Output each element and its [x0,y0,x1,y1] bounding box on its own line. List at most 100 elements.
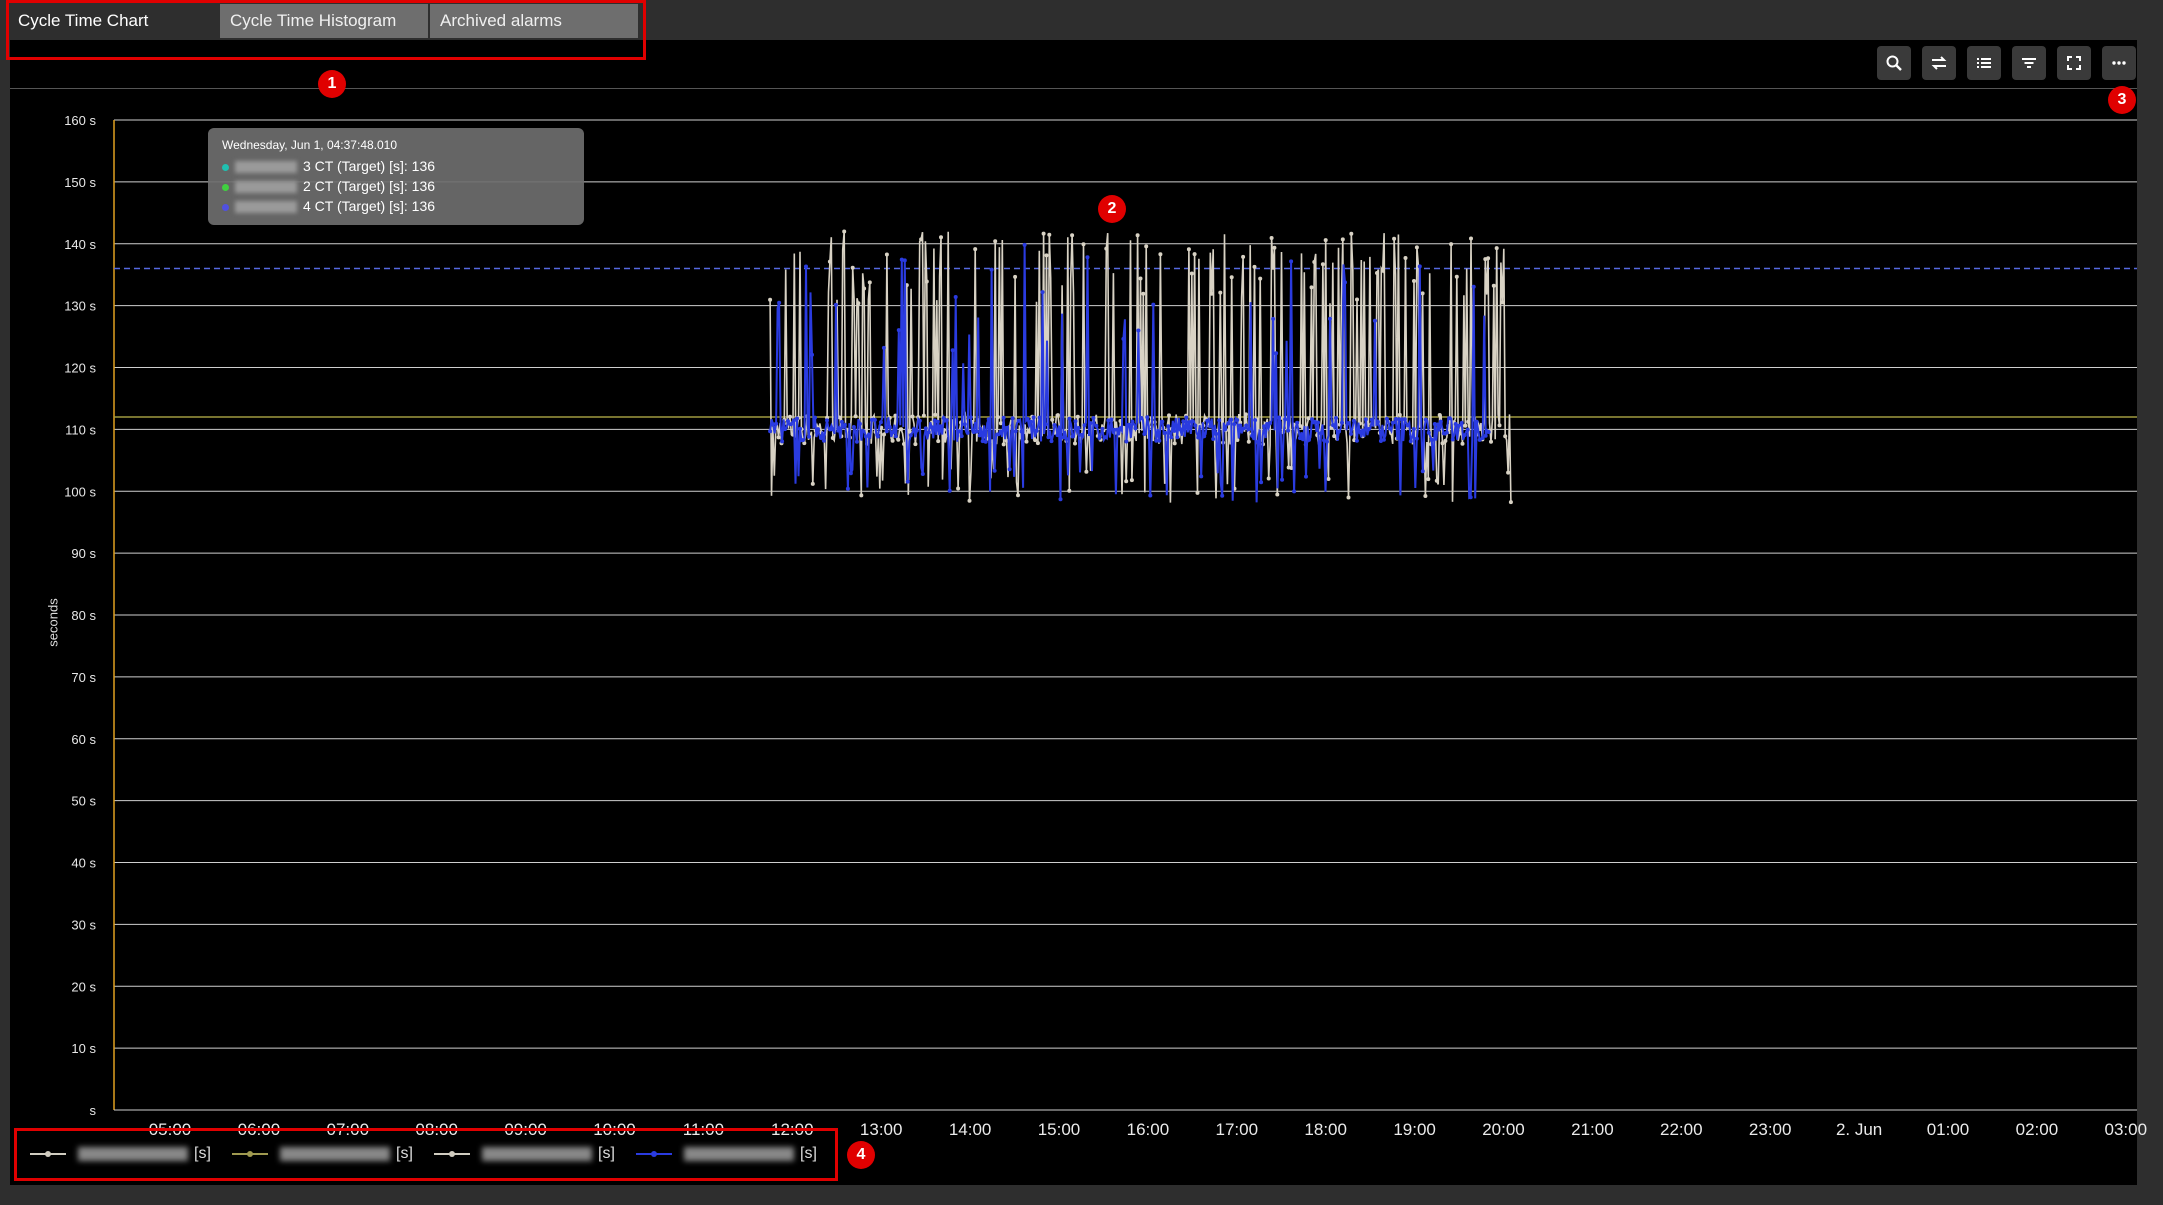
x-tick-label: 18:00 [1304,1120,1347,1139]
series-point [1277,415,1282,420]
series-point [914,428,919,433]
series-point [980,439,985,444]
series-point [1196,435,1201,440]
annotation-badge: 1 [318,70,346,98]
legend-item[interactable]: [s] [636,1136,817,1172]
blurred-text [235,201,297,214]
tooltip-row-text: 2 CT (Target) [s]: 136 [303,178,436,194]
series-point [831,427,835,432]
series-point [1184,415,1189,420]
series-point [998,429,1003,434]
series-point [1392,236,1397,241]
tab-cycle-time-histogram[interactable]: Cycle Time Histogram [220,4,428,38]
series-point [1167,413,1171,418]
y-tick-label: 30 s [71,917,96,932]
series-point [884,252,889,257]
fullscreen-button[interactable] [2057,46,2091,80]
series-point [850,265,855,270]
series-point [1019,429,1024,434]
series-point [1238,423,1243,428]
legend-line-icon [636,1151,672,1157]
series-point [839,419,844,424]
series-point [887,425,892,430]
series-point [995,432,1000,437]
series-point [1286,428,1291,433]
series-point [916,415,921,420]
series-point [1250,433,1255,438]
series-point [1022,242,1027,247]
series-point [933,412,938,417]
series-point [1050,417,1055,422]
series-point [789,422,793,427]
series-point [1414,245,1419,250]
series-point [1256,439,1261,444]
series-point [1091,416,1096,420]
series-point [896,328,901,333]
series-point [810,481,815,486]
series-point [1142,432,1147,436]
y-tick-label: 130 s [64,299,96,314]
series-point [807,434,811,439]
series-point [1205,418,1210,423]
blurred-text [280,1147,390,1161]
series-point [1259,480,1264,485]
list-button[interactable] [1967,46,2001,80]
series-point [959,434,964,439]
series-dot-icon [222,183,229,191]
series-point [1420,469,1425,474]
x-tick-label: 01:00 [1927,1120,1970,1139]
series-point [856,301,861,306]
series-point [1292,489,1297,494]
series-point [1423,417,1428,422]
series-point [798,426,802,431]
series-point [1088,421,1093,426]
x-tick-label: 13:00 [860,1120,903,1139]
tab-archived-alarms[interactable]: Archived alarms [430,4,638,38]
zoom-button[interactable] [1877,46,1911,80]
series-point [983,439,988,444]
tooltip-title: Wednesday, Jun 1, 04:37:48.010 [222,138,398,152]
series-point [1477,437,1482,442]
series-point [932,418,937,423]
series-point [777,300,782,305]
series-point [1471,284,1476,289]
legend-unit: [s] [598,1145,615,1162]
series-point [1082,423,1087,428]
series-point [1423,494,1428,498]
series-point [788,414,792,419]
tab-cycle-time-chart[interactable]: Cycle Time Chart [8,4,208,38]
series-point [1044,253,1049,258]
legend-item[interactable]: [s] [30,1136,211,1172]
series-point [1073,419,1078,424]
legend-item[interactable]: [s] [232,1136,413,1172]
swap-button[interactable] [1922,46,1956,80]
filter-button[interactable] [2012,46,2046,80]
series-point [830,436,835,440]
series-point [1013,274,1018,279]
series-point [795,416,799,421]
series-point [1316,420,1320,425]
series-point [1127,422,1132,427]
y-tick-label: 100 s [64,484,96,499]
series-point [1337,429,1341,434]
series-point [1363,417,1368,422]
y-tick-label: 120 s [64,361,96,376]
series-point [1246,439,1251,444]
legend-item[interactable]: [s] [434,1136,615,1172]
series-point [1025,416,1030,421]
tooltip-row-text: 4 CT (Target) [s]: 136 [303,198,436,214]
series-point [792,418,796,423]
series-point [1214,431,1219,436]
more-button[interactable] [2102,46,2136,80]
series-point [1381,437,1386,442]
series-point [804,264,808,269]
series-point [1148,493,1153,498]
series-point [802,441,807,446]
series-point [1232,422,1237,427]
y-tick-label: 140 s [64,237,96,252]
series-point [866,432,871,437]
series-point [1141,291,1146,296]
series-point [1046,435,1051,440]
series-point [1366,427,1371,431]
